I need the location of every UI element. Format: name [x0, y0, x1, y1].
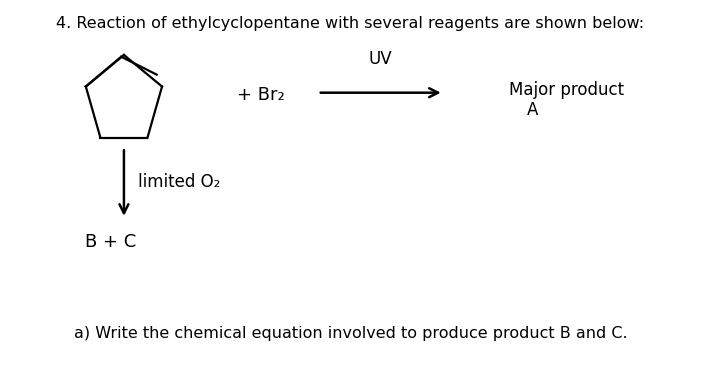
- Text: 4. Reaction of ethylcyclopentane with several reagents are shown below:: 4. Reaction of ethylcyclopentane with se…: [56, 16, 644, 31]
- Text: A: A: [526, 101, 538, 119]
- Text: UV: UV: [369, 50, 392, 68]
- Text: + Br₂: + Br₂: [237, 86, 285, 103]
- Text: Major product: Major product: [509, 81, 624, 99]
- Text: B + C: B + C: [85, 233, 136, 251]
- Text: a) Write the chemical equation involved to produce product B and C.: a) Write the chemical equation involved …: [74, 326, 627, 341]
- Text: limited O₂: limited O₂: [138, 173, 220, 191]
